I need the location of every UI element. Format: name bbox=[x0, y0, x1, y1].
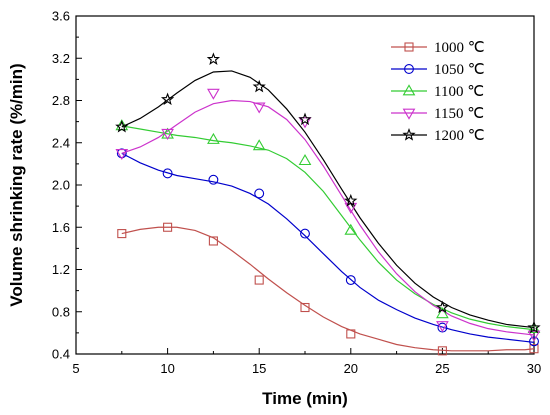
legend-label: 1100 ℃ bbox=[434, 84, 484, 100]
series-line-2 bbox=[121, 152, 535, 343]
data-point-5-5 bbox=[298, 112, 312, 126]
x-tick-label: 20 bbox=[344, 361, 358, 376]
data-point-4-7 bbox=[436, 321, 449, 333]
data-point-2-1 bbox=[116, 148, 127, 159]
data-point-5-3 bbox=[206, 52, 221, 65]
data-point-2-3 bbox=[208, 174, 219, 185]
data-point-2-6 bbox=[345, 275, 356, 286]
data-point-5-2 bbox=[160, 92, 175, 106]
legend-marker bbox=[404, 42, 414, 52]
x-axis-label: Time (min) bbox=[262, 389, 348, 408]
data-point-1-2 bbox=[163, 222, 173, 232]
series-markers bbox=[115, 52, 541, 356]
data-point-1-1 bbox=[117, 229, 127, 239]
data-point-5-6 bbox=[344, 193, 358, 207]
y-tick-label: 3.6 bbox=[52, 9, 70, 24]
data-point-1-5 bbox=[300, 302, 310, 313]
series-curves bbox=[121, 70, 535, 352]
data-point-2-8 bbox=[529, 336, 539, 347]
data-point-2-4 bbox=[254, 188, 265, 199]
series-line-4 bbox=[121, 99, 535, 336]
legend-marker bbox=[402, 108, 416, 120]
legend-marker bbox=[404, 64, 414, 74]
data-point-2-2 bbox=[162, 168, 173, 179]
data-point-1-7 bbox=[437, 346, 447, 356]
legend-entry-1: 1000 ℃ bbox=[391, 40, 485, 56]
legend-marker bbox=[402, 128, 416, 141]
data-point-4-8 bbox=[527, 330, 541, 342]
data-point-1-4 bbox=[254, 275, 264, 285]
data-point-4-1 bbox=[115, 148, 129, 161]
y-tick-label: 2.0 bbox=[52, 178, 70, 193]
axes: 5 10 15 20 25 30 0.4 0.8 1.2 1.6 2.0 2.4 2.8 3.2 3.6 bbox=[52, 9, 541, 377]
data-point-3-7 bbox=[436, 307, 449, 319]
x-tick-label: 5 bbox=[72, 361, 79, 376]
data-point-1-8 bbox=[529, 344, 539, 354]
legend-label: 1050 ℃ bbox=[434, 62, 485, 78]
data-point-1-6 bbox=[346, 329, 356, 339]
legend-entry-5: 1200 ℃ bbox=[391, 128, 485, 144]
y-tick-label: 2.8 bbox=[52, 93, 70, 108]
data-point-3-3 bbox=[207, 132, 220, 144]
data-point-3-4 bbox=[252, 139, 266, 151]
legend-entry-2: 1050 ℃ bbox=[391, 62, 485, 78]
data-point-3-5 bbox=[298, 154, 312, 166]
data-point-5-7 bbox=[435, 300, 450, 314]
y-tick-label: 1.6 bbox=[52, 220, 70, 235]
y-tick-label: 0.8 bbox=[52, 304, 70, 319]
data-point-4-3 bbox=[207, 88, 220, 100]
legend-marker bbox=[402, 84, 416, 96]
data-point-5-1 bbox=[115, 119, 129, 133]
x-tick-label: 25 bbox=[435, 361, 449, 376]
legend-entry-4: 1150 ℃ bbox=[391, 106, 484, 122]
legend-label: 1200 ℃ bbox=[434, 128, 485, 144]
data-point-1-3 bbox=[208, 236, 218, 246]
series-line-3 bbox=[121, 125, 535, 331]
y-tick-label: 3.2 bbox=[52, 51, 70, 66]
x-tick-label: 15 bbox=[252, 361, 266, 376]
data-point-3-6 bbox=[344, 223, 358, 235]
series-line-5 bbox=[121, 70, 535, 329]
y-tick-label: 2.4 bbox=[52, 135, 70, 150]
y-axis-label: Volume shrinking rate (%/min) bbox=[7, 63, 26, 306]
data-point-4-4 bbox=[252, 102, 266, 114]
y-tick-label: 0.4 bbox=[52, 347, 70, 362]
legend-label: 1000 ℃ bbox=[434, 40, 485, 56]
legend: 1000 ℃ 1050 ℃ 1100 ℃ 1150 ℃ 1200 ℃ bbox=[391, 40, 485, 144]
data-point-4-2 bbox=[161, 128, 174, 140]
data-point-5-4 bbox=[252, 79, 266, 93]
data-point-5-8 bbox=[527, 320, 541, 334]
y-tick-label: 1.2 bbox=[52, 262, 70, 277]
legend-label: 1150 ℃ bbox=[434, 106, 484, 122]
x-tick-label: 10 bbox=[160, 361, 174, 376]
x-tick-label: 30 bbox=[527, 361, 541, 376]
data-point-2-5 bbox=[300, 228, 310, 239]
series-line-1 bbox=[121, 226, 535, 352]
legend-entry-3: 1100 ℃ bbox=[391, 84, 484, 100]
